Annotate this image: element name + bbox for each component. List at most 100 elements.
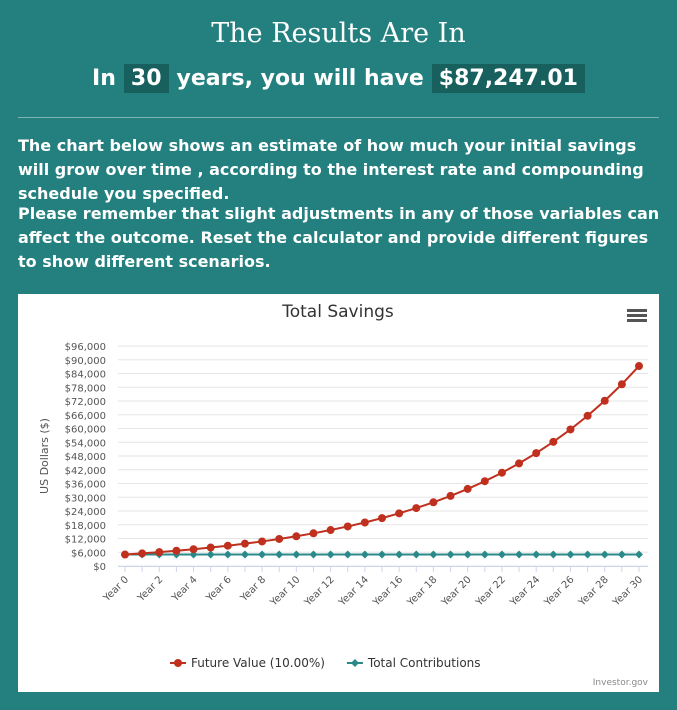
- series-line: [124, 365, 640, 556]
- point: [549, 550, 558, 559]
- point: [412, 550, 421, 559]
- chart: Total Savings US Dollars ($) Investor.go…: [18, 294, 659, 692]
- paragraph: The chart below shows an estimate of how…: [18, 136, 644, 203]
- point: [600, 396, 609, 405]
- point: [463, 484, 472, 493]
- x-tick-label: Year 4: [169, 574, 199, 604]
- y-tick-label: $6,000: [71, 548, 106, 559]
- amount-box: $87,247.01: [431, 64, 585, 93]
- point: [378, 550, 386, 559]
- x-tick-label: Year 16: [371, 574, 406, 609]
- y-tick-label: $90,000: [65, 356, 106, 367]
- chart-title: Total Savings: [281, 302, 394, 322]
- point: [395, 550, 404, 559]
- y-tick-label: $18,000: [65, 521, 106, 532]
- paragraph: Please remember that slight adjustments …: [18, 204, 660, 271]
- point: [532, 449, 541, 458]
- point: [155, 548, 164, 557]
- menu-button[interactable]: [627, 309, 647, 322]
- legend-label[interactable]: Future Value (10.00%): [191, 656, 325, 670]
- point: [223, 550, 232, 559]
- point: [360, 550, 369, 559]
- x-tick-label: Year 2: [135, 574, 165, 604]
- point: [378, 514, 386, 523]
- legend-label[interactable]: Total Contributions: [367, 656, 481, 670]
- point: [189, 545, 198, 554]
- y-tick-label: $30,000: [65, 493, 106, 504]
- point: [189, 550, 198, 559]
- y-tick-label: $66,000: [65, 411, 106, 422]
- point: [206, 550, 215, 559]
- point: [617, 550, 626, 559]
- point: [429, 550, 438, 559]
- credit: Investor.gov: [593, 678, 649, 688]
- y-tick-label: $54,000: [65, 438, 106, 449]
- point: [292, 532, 301, 541]
- point: [412, 504, 421, 513]
- legend-marker: [350, 659, 359, 667]
- divider: [18, 117, 659, 118]
- y-tick-label: $78,000: [65, 383, 106, 394]
- x-tick-label: Year 26: [542, 574, 577, 609]
- y-tick-label: $42,000: [65, 466, 106, 477]
- point: [566, 550, 575, 559]
- point: [206, 543, 215, 552]
- point: [600, 550, 609, 559]
- menu-bar[interactable]: [627, 309, 647, 312]
- x-tick-label: Year 10: [268, 574, 303, 609]
- x-tick-label: Year 18: [405, 574, 440, 609]
- point: [258, 537, 267, 546]
- point: [497, 550, 506, 559]
- point: [583, 411, 592, 420]
- legend-marker: [174, 659, 182, 667]
- point: [275, 550, 284, 559]
- results-title: The Results Are In: [211, 18, 466, 49]
- y-tick-label: $12,000: [65, 535, 106, 546]
- point: [480, 550, 489, 559]
- point: [583, 550, 592, 559]
- y-tick-label: $96,000: [65, 342, 106, 353]
- point: [292, 550, 301, 559]
- point: [223, 541, 232, 550]
- point: [343, 550, 352, 559]
- point: [566, 425, 575, 434]
- point: [497, 468, 506, 477]
- point: [395, 509, 404, 518]
- x-tick-label: Year 12: [302, 574, 337, 609]
- y-tick-label: $60,000: [65, 425, 106, 436]
- y-tick-label: $84,000: [65, 370, 106, 381]
- point: [275, 534, 284, 543]
- point: [635, 550, 643, 559]
- x-tick-label: Year 0: [101, 574, 131, 604]
- point: [258, 550, 267, 559]
- menu-bar[interactable]: [627, 314, 647, 317]
- summary-text: In: [92, 66, 116, 91]
- point: [617, 380, 626, 389]
- point: [343, 522, 352, 531]
- point: [515, 550, 524, 559]
- summary-text: years, you will have: [176, 66, 424, 91]
- point: [121, 550, 129, 559]
- y-tick-label: $0: [93, 562, 106, 573]
- x-tick-label: Year 28: [576, 574, 611, 609]
- x-tick-label: Year 14: [336, 574, 371, 609]
- point: [360, 518, 369, 527]
- y-tick-label: $36,000: [65, 480, 106, 491]
- point: [532, 550, 541, 559]
- y-axis-label: US Dollars ($): [38, 418, 51, 494]
- point: [138, 549, 147, 558]
- x-tick-label: Year 22: [473, 574, 508, 609]
- y-tick-label: $72,000: [65, 397, 106, 408]
- point: [326, 550, 335, 559]
- point: [515, 459, 524, 468]
- point: [309, 529, 318, 538]
- point: [463, 550, 472, 559]
- x-tick-label: Year 6: [204, 574, 234, 604]
- y-tick-label: $48,000: [65, 452, 106, 463]
- point: [446, 491, 455, 500]
- results-summary: In 30 years, you will have $87,247.01: [0, 64, 677, 93]
- menu-bar[interactable]: [627, 319, 647, 322]
- point: [240, 550, 249, 559]
- point: [326, 526, 335, 535]
